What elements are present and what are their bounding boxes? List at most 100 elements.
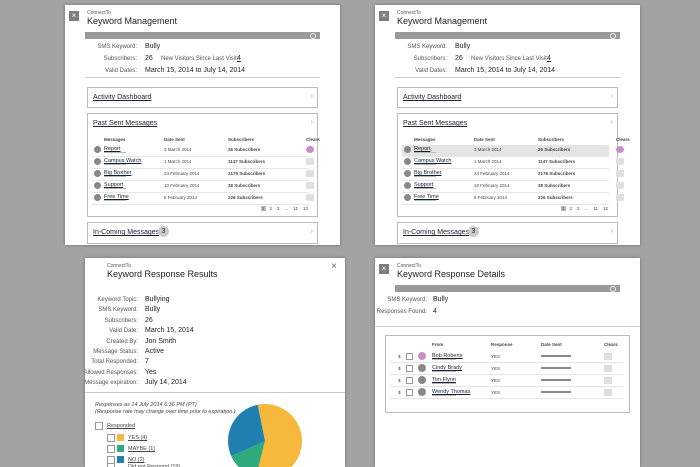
message-name[interactable]: Campus Watch bbox=[104, 158, 142, 164]
message-name[interactable]: Big Brother bbox=[104, 170, 132, 176]
checkbox[interactable] bbox=[406, 353, 413, 360]
field-value: Jon Smith bbox=[145, 337, 177, 345]
sender-name[interactable]: Cindy Brady bbox=[432, 365, 462, 371]
clear-toggle[interactable] bbox=[604, 353, 612, 360]
message-name[interactable]: Free Time bbox=[104, 194, 129, 200]
search-icon[interactable] bbox=[310, 33, 316, 39]
avatar bbox=[418, 376, 426, 384]
section-title: Past Sent Messages bbox=[93, 120, 158, 127]
message-name[interactable]: Big Brother bbox=[414, 170, 442, 176]
clear-toggle[interactable] bbox=[616, 194, 624, 201]
message-subscribers: 1147 Subscribers bbox=[228, 159, 266, 164]
clear-toggle[interactable] bbox=[306, 158, 314, 165]
legend-swatch bbox=[117, 445, 124, 452]
sender-name[interactable]: Tim Flynn bbox=[432, 377, 456, 383]
sender-name[interactable]: Wendy Thomas bbox=[432, 389, 471, 395]
page-link[interactable]: 11 bbox=[293, 206, 298, 211]
clear-toggle[interactable] bbox=[616, 170, 624, 177]
clear-toggle[interactable] bbox=[604, 365, 612, 372]
checkbox[interactable] bbox=[107, 463, 115, 467]
clear-toggle[interactable] bbox=[604, 389, 612, 396]
response: YES bbox=[491, 366, 501, 371]
message-name[interactable]: Free Time bbox=[414, 194, 439, 200]
avatar bbox=[404, 170, 411, 177]
search-icon[interactable] bbox=[610, 286, 616, 292]
column-header: Subscribers bbox=[228, 137, 255, 142]
close-button[interactable]: × bbox=[69, 11, 79, 21]
message-name[interactable]: Campus Watch bbox=[414, 158, 452, 164]
page-link[interactable]: 12 bbox=[302, 206, 308, 211]
message-name[interactable]: Support bbox=[104, 182, 124, 188]
page-link[interactable]: 1 bbox=[561, 206, 566, 211]
clear-toggle[interactable] bbox=[616, 158, 624, 165]
checkbox[interactable] bbox=[107, 434, 115, 442]
incoming-messages[interactable]: In-Coming Messages › 3 bbox=[397, 222, 618, 244]
field-label: Message Status: bbox=[93, 349, 138, 355]
field-label: Total Responded: bbox=[91, 359, 138, 366]
clear-toggle[interactable] bbox=[306, 170, 314, 177]
incoming-messages[interactable]: In-Coming Messages › 3 bbox=[87, 222, 318, 244]
sender-name[interactable]: Bob Roberts bbox=[432, 353, 463, 359]
field-label: Subscribers: bbox=[413, 56, 447, 62]
field-label: Valid Dates: bbox=[105, 68, 137, 74]
clear-toggle[interactable] bbox=[306, 182, 314, 189]
page-link[interactable]: 2 bbox=[269, 206, 273, 211]
panel: ConnectTo Keyword Management × SMS Keyword:… bbox=[375, 5, 640, 245]
page-link[interactable]: 3 bbox=[577, 206, 580, 211]
message-subscribers: 1147 Subscribers bbox=[538, 159, 576, 164]
divider bbox=[85, 77, 320, 78]
field-value: 26 bbox=[145, 316, 153, 324]
responded-label: Responded bbox=[107, 423, 136, 429]
message-date: 24 February 2014 bbox=[164, 171, 200, 176]
avatar bbox=[404, 194, 411, 201]
search-icon[interactable] bbox=[610, 33, 616, 39]
checkbox[interactable] bbox=[95, 422, 103, 430]
column-header: Clears bbox=[616, 137, 630, 142]
page-link[interactable]: ... bbox=[584, 206, 589, 211]
past-messages[interactable]: Past Sent Messages › Messages Date Sent Subs… bbox=[397, 113, 630, 217]
row-line bbox=[402, 156, 609, 157]
page-link[interactable]: 11 bbox=[593, 206, 598, 211]
activity-dashboard[interactable]: Activity Dashboard › bbox=[87, 87, 318, 108]
close-button[interactable]: × bbox=[379, 11, 389, 21]
chevron: › bbox=[610, 93, 613, 100]
clear-toggle[interactable] bbox=[306, 146, 314, 153]
message-sub bbox=[104, 176, 126, 177]
message-name[interactable]: Report bbox=[104, 146, 121, 152]
message-name[interactable]: Report bbox=[414, 146, 431, 152]
panel-title: Keyword Management bbox=[397, 16, 488, 26]
activity-dashboard[interactable]: Activity Dashboard › bbox=[397, 87, 618, 108]
avatar bbox=[418, 364, 426, 372]
message-date: 5 February 2014 bbox=[164, 195, 198, 200]
page-link[interactable]: 1 bbox=[261, 206, 266, 211]
checkbox[interactable] bbox=[107, 445, 115, 453]
clear-toggle[interactable] bbox=[604, 377, 612, 384]
checkbox[interactable] bbox=[406, 365, 413, 372]
avatar bbox=[94, 194, 101, 201]
row-line bbox=[390, 362, 623, 363]
pie-slice bbox=[231, 441, 265, 467]
close-button[interactable]: × bbox=[331, 261, 337, 272]
row-icon: $ bbox=[398, 378, 401, 383]
column-header: Messages bbox=[414, 137, 436, 142]
row-line bbox=[92, 180, 309, 181]
section-title: Past Sent Messages bbox=[403, 120, 468, 127]
page-link[interactable]: 12 bbox=[602, 206, 608, 211]
clear-toggle[interactable] bbox=[306, 194, 314, 201]
message-sub bbox=[414, 188, 436, 189]
page-link[interactable]: 2 bbox=[569, 206, 573, 211]
clear-toggle[interactable] bbox=[616, 182, 624, 189]
date-placeholder bbox=[541, 367, 571, 369]
past-messages[interactable]: Past Sent Messages › Messages Date Sent Subs… bbox=[87, 113, 320, 217]
legend-label: Did not Respond (19) bbox=[128, 464, 181, 467]
clear-toggle[interactable] bbox=[616, 146, 624, 153]
field-label: Keyword Topic: bbox=[97, 297, 138, 303]
checkbox[interactable] bbox=[406, 389, 413, 396]
close-button[interactable]: × bbox=[379, 264, 389, 274]
page-link[interactable]: ... bbox=[284, 206, 289, 211]
checkbox[interactable] bbox=[406, 377, 413, 384]
message-name[interactable]: Support bbox=[414, 182, 434, 188]
app-name: ConnectTo bbox=[397, 263, 421, 269]
page-link[interactable]: 3 bbox=[277, 206, 280, 211]
divider bbox=[85, 392, 345, 393]
